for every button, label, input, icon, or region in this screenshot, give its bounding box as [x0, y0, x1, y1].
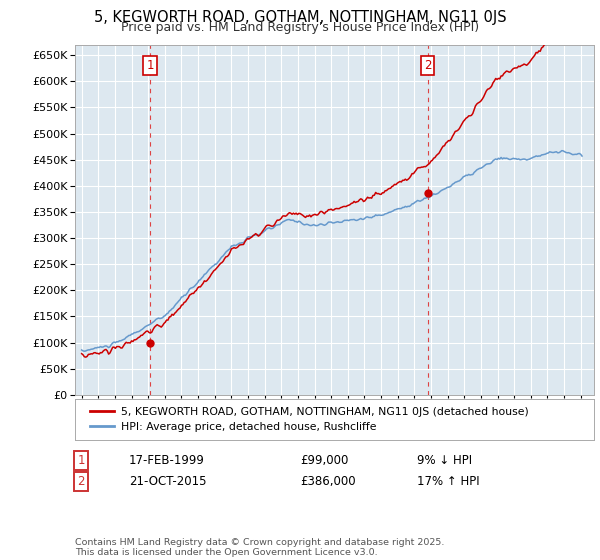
Text: 2: 2	[424, 59, 431, 72]
Text: 1: 1	[146, 59, 154, 72]
Text: 1: 1	[77, 454, 85, 467]
Text: £386,000: £386,000	[300, 475, 356, 488]
Legend: 5, KEGWORTH ROAD, GOTHAM, NOTTINGHAM, NG11 0JS (detached house), HPI: Average pr: 5, KEGWORTH ROAD, GOTHAM, NOTTINGHAM, NG…	[86, 403, 533, 436]
Text: 5, KEGWORTH ROAD, GOTHAM, NOTTINGHAM, NG11 0JS: 5, KEGWORTH ROAD, GOTHAM, NOTTINGHAM, NG…	[94, 10, 506, 25]
Text: 2: 2	[77, 475, 85, 488]
Text: Price paid vs. HM Land Registry's House Price Index (HPI): Price paid vs. HM Land Registry's House …	[121, 21, 479, 34]
Text: £99,000: £99,000	[300, 454, 349, 467]
Text: 21-OCT-2015: 21-OCT-2015	[129, 475, 206, 488]
Text: Contains HM Land Registry data © Crown copyright and database right 2025.
This d: Contains HM Land Registry data © Crown c…	[75, 538, 445, 557]
Text: 17-FEB-1999: 17-FEB-1999	[129, 454, 205, 467]
Text: 17% ↑ HPI: 17% ↑ HPI	[417, 475, 479, 488]
Text: 9% ↓ HPI: 9% ↓ HPI	[417, 454, 472, 467]
